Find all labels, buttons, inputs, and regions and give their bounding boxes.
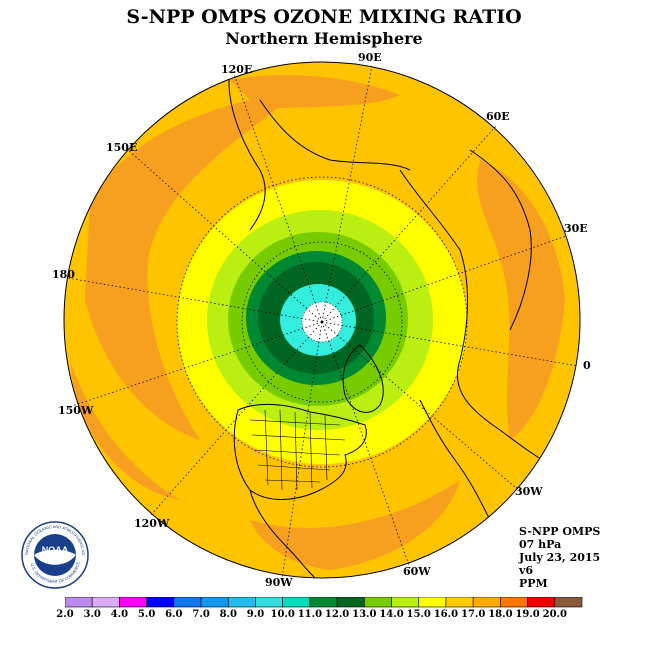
meridian-180 (67, 277, 323, 323)
logo-text: NOAA (42, 545, 69, 555)
colorbar-tick-label: 4.0 (110, 609, 129, 620)
graticule (67, 65, 579, 579)
colorbar-segment (200, 597, 229, 608)
central-america-coast (249, 489, 319, 578)
ozone-field-16-5-sw (70, 360, 180, 500)
lon-label-120w: 120W (134, 517, 170, 530)
colorbar-tick-label: 9.0 (246, 609, 265, 620)
colorbar-segment (227, 597, 256, 608)
middle-east-coast (469, 149, 532, 331)
colorbar-segment (119, 597, 147, 608)
lon-label-180: 180 (52, 268, 75, 281)
colorbar-tick-label: 2.0 (56, 609, 74, 620)
east-asia-coast (228, 69, 266, 231)
colorbar-segment (500, 597, 528, 608)
lon-label-90w: 90W (265, 576, 293, 589)
coastlines (228, 69, 561, 578)
colorbar-tick-label: 3.0 (83, 609, 101, 620)
lon-label-150w: 150W (58, 404, 94, 417)
noaa-logo: NOAA NATIONAL OCEANIC AND ATMOSPHERIC AD… (20, 520, 89, 589)
colorbar-segment (173, 597, 202, 608)
page-subtitle: Northern Hemisphere (225, 29, 423, 48)
meridian-150e (127, 149, 323, 323)
ozone-field-16-5-east (477, 160, 565, 440)
meridian-30w (321, 321, 517, 489)
greenland-coast (342, 344, 384, 413)
colorbar-tick-label: 11.0 (297, 609, 323, 620)
colorbar-tick-label: 10.0 (270, 609, 295, 620)
lon-label-0: 0 (583, 359, 591, 372)
colorbar-tick-label: 18.0 (488, 609, 513, 620)
lon-label-30w: 30W (515, 485, 543, 498)
colorbar-segment (255, 597, 283, 608)
logo-gull (34, 549, 76, 565)
colorbar-tick-label: 17.0 (461, 609, 486, 620)
colorbar-segment (336, 597, 365, 608)
colorbar-segment (527, 597, 556, 608)
info-date: July 23, 2015 (519, 551, 601, 564)
lon-label-120e: 120E (221, 63, 253, 76)
colorbar-tick-label: 5.0 (137, 609, 156, 620)
north-america-coast (233, 403, 367, 500)
meridian-90e (321, 65, 373, 323)
colorbar-tick-label: 13.0 (352, 609, 377, 620)
colorbar-tick-label: 16.0 (433, 609, 459, 620)
lon-label-150e: 150E (106, 141, 138, 154)
lon-label-30e: 30E (564, 222, 588, 235)
info-units: PPM (519, 577, 548, 590)
colorbar-segment (91, 597, 120, 608)
meridian-0 (321, 321, 579, 367)
colorbar-tick-label: 15.0 (406, 609, 431, 620)
colorbar-segment (364, 597, 392, 608)
meridian-30e (321, 235, 567, 323)
ozone-field-16-5-south (250, 480, 460, 570)
colorbar-segment (472, 597, 501, 608)
colorbar-tick-label: 19.0 (515, 609, 540, 620)
colorbar-segment (146, 597, 175, 608)
info-pressure: 07 hPa (519, 538, 562, 551)
colorbar-segment (445, 597, 474, 608)
eurasia-north-coast (259, 99, 411, 171)
colorbar-tick-label: 12.0 (324, 609, 350, 620)
colorbar-segment (282, 597, 311, 608)
colorbar (65, 597, 583, 608)
ozone-field-16-5-west (85, 90, 300, 440)
us-state-cols (264, 409, 328, 491)
colorbar-tick-label: 8.0 (219, 609, 237, 620)
lon-label-90e: 90E (358, 51, 382, 64)
colorbar-segment (391, 597, 420, 608)
info-block: S-NPP OMPS 07 hPa July 23, 2015 v6 PPM (519, 525, 600, 590)
eurasia-west-coast (399, 169, 561, 471)
pole-no-data-edge (301, 301, 343, 343)
lon-label-60w: 60W (403, 565, 431, 578)
lat-circle-outer (176, 176, 468, 468)
ozone-field-16-5-north (230, 75, 400, 110)
colorbar-segment (309, 597, 338, 608)
info-instrument: S-NPP OMPS (519, 525, 601, 538)
colorbar-tick-label: 6.0 (165, 609, 183, 620)
colorbar-segment (554, 597, 583, 608)
info-version: v6 (519, 564, 534, 577)
colorbar-tick-label: 14.0 (379, 609, 404, 620)
colorbar-tick-label: 7.0 (192, 609, 210, 620)
colorbar-segment (418, 597, 447, 608)
lat-circle-inner (241, 241, 403, 403)
map-border (63, 61, 581, 579)
page-title: S-NPP OMPS OZONE MIXING RATIO (126, 6, 522, 28)
lon-label-60e: 60E (486, 110, 510, 123)
colorbar-tick-label: 20.0 (542, 609, 567, 620)
meridian-120w (149, 321, 323, 517)
colorbar-segment (65, 597, 93, 608)
africa-coast (419, 399, 491, 521)
us-state-lines (249, 409, 346, 491)
